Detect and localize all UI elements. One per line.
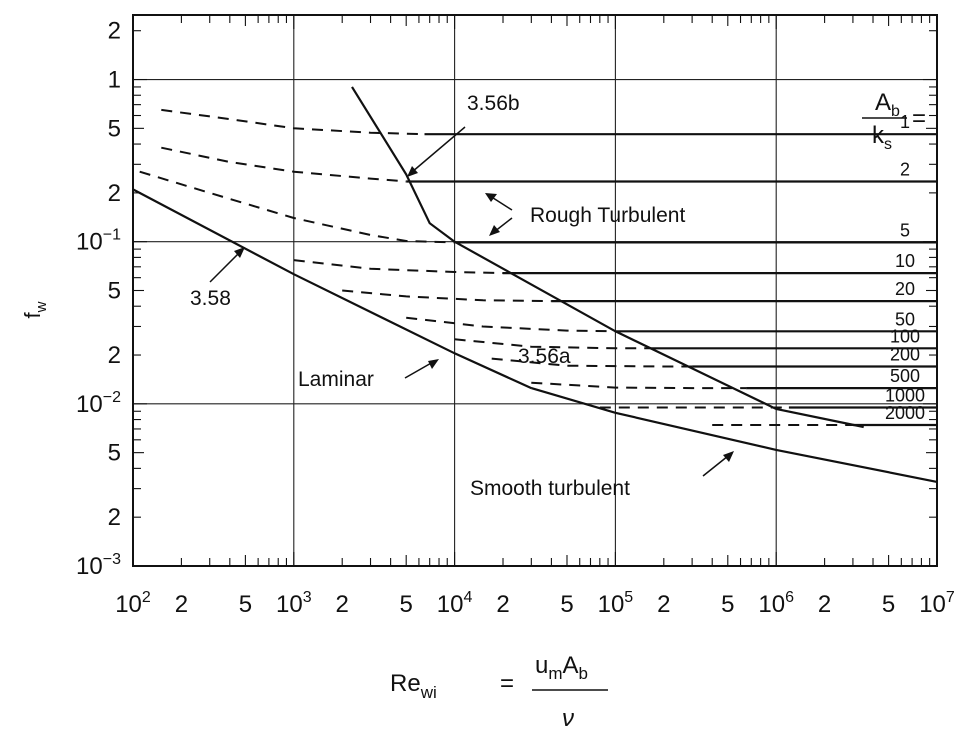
y-tick-label: 10−3 [76,551,121,580]
rough-curve-dashed-500 [531,381,747,390]
x-label-numerator: umAb [535,652,588,683]
arrow-laminar [404,361,434,379]
curve-layer [132,86,938,483]
arrow-3-58 [209,251,241,283]
x-tick-label: 5 [882,591,895,618]
x-tick-label: 2 [496,591,509,618]
x-tick-label: 2 [657,591,670,618]
x-tick-label: 105 [598,589,634,618]
x-label-num-mid: A [563,652,579,679]
annotations: 3.56b Rough Turbulent 3.58 Laminar 3.56a… [190,92,734,500]
arrow-smooth-turbulent [702,455,729,477]
ratio-label-500: 500 [890,366,920,386]
arrowhead-smooth-turbulent [723,451,734,462]
series-line-3-56b [351,86,456,243]
y-tick-label: 1 [108,67,121,94]
rough-curve-dashed-10 [293,259,504,275]
x-label-num-sub1: m [548,664,562,683]
x-label-lhs: Rewi [390,670,437,702]
tick-layer [132,15,937,567]
x-tick-label: 107 [919,589,955,618]
x-tick-label: 2 [336,591,349,618]
rough-curve-dashed-5 [139,170,455,244]
y-axis-label-main: f [20,311,45,318]
x-tick-label: 104 [437,589,473,618]
ratio-label-10: 10 [895,251,915,271]
x-label-num-main: u [535,652,548,679]
ratio-num-main: A [875,89,891,116]
ratio-header-numerator: Ab [875,89,900,120]
y-tick-label: 2 [108,504,121,531]
ratio-label-50: 50 [895,309,915,329]
arrowhead-3-56b [407,166,418,177]
ratio-header: Ab ks = [862,89,926,153]
ratio-label-1: 1 [900,112,910,132]
y-tick-label: 2 [108,180,121,207]
series-line-3-58 [132,188,532,390]
x-tick-label: 2 [175,591,188,618]
y-tick-label: 2 [108,18,121,45]
series-line-3-56a [454,240,864,429]
y-tick-label: 2 [108,342,121,369]
y-tick-label: 5 [108,278,121,305]
rough-curve-dashed-100 [454,338,653,350]
label-eq-3-56b: 3.56b [467,92,520,115]
x-axis-label: Rewi = umAb ν [390,652,608,732]
rough-curve-dashed-2 [161,146,407,183]
rough-curve-dashed-20 [342,289,552,303]
x-tick-label: 2 [818,591,831,618]
x-tick-label: 5 [400,591,413,618]
arrowhead-rough-lower [489,225,500,236]
x-tick-label: 5 [239,591,252,618]
ratio-num-sub: b [891,103,900,120]
rough-curve-dashed-50 [406,316,616,333]
y-tick-label: 10−1 [76,227,121,256]
label-eq-3-58: 3.58 [190,287,231,310]
x-tick-label: 102 [115,589,151,618]
x-tick-labels: 102 2 5 103 2 5 104 2 5 105 2 5 106 2 5 107 [115,589,955,618]
arrowhead-rough-upper [485,193,497,202]
arrowhead-laminar [428,359,439,369]
y-tick-label: 5 [108,115,121,142]
rough-curve-dashed-1 [161,108,425,136]
ratio-label-1000: 1000 [885,385,925,405]
x-tick-label: 106 [758,589,794,618]
y-tick-labels: 2 1 5 2 10−1 5 2 10−2 5 2 10−3 [76,18,121,580]
label-smooth-turbulent: Smooth turbulent [470,477,630,500]
x-tick-label: 103 [276,589,312,618]
ratio-header-equals: = [912,105,926,132]
x-tick-label: 5 [721,591,734,618]
y-axis-label: fw [20,301,50,318]
y-tick-label: 5 [108,440,121,467]
x-label-lhs-sub: wi [420,683,437,702]
svg-text:fw: fw [20,301,50,318]
y-tick-label: 10−2 [76,389,121,418]
ratio-label-20: 20 [895,279,915,299]
plot-frame [132,14,938,567]
x-label-lhs-main: Re [390,670,421,697]
x-label-denominator: ν [562,705,574,732]
ratio-label-200: 200 [890,344,920,364]
label-rough-turbulent: Rough Turbulent [530,204,685,227]
series-line-smooth-turbulent [530,387,938,483]
rough-curve-dashed-200 [491,357,693,368]
ratio-den-main: k [872,122,885,149]
ratio-label-2: 2 [900,160,910,180]
arrowhead-3-58 [234,247,245,258]
ratio-den-sub: s [884,136,892,153]
ratio-label-100: 100 [890,326,920,346]
ratio-header-denominator: ks [872,122,892,153]
ratio-label-2000: 2000 [885,403,925,423]
x-tick-label: 5 [560,591,573,618]
x-label-num-sub2: b [579,664,588,683]
x-label-equals: = [500,670,514,697]
arrow-3-56b [411,126,466,173]
label-laminar: Laminar [298,368,374,391]
y-axis-label-sub: w [33,301,50,313]
ratio-label-5: 5 [900,220,910,240]
label-eq-3-56a: 3.56a [518,345,571,368]
